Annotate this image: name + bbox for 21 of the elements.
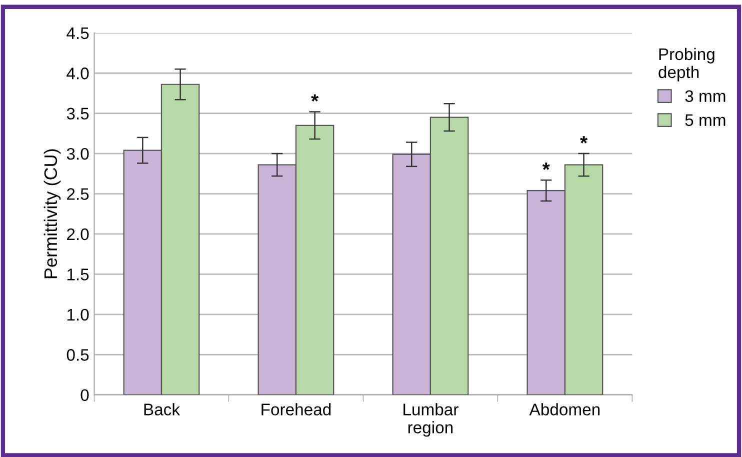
y-tick-label: 2.5 — [67, 188, 89, 200]
x-tick-label: Lumbar region — [404, 403, 458, 437]
y-axis-title: Permittivity (CU) — [44, 149, 61, 278]
y-tick-label: 4.0 — [66, 68, 89, 80]
legend-title: Probing depth — [658, 48, 714, 82]
x-tick-label: Back — [144, 403, 180, 416]
annotation: * — [580, 136, 588, 144]
legend-label: 3 mm — [685, 90, 726, 102]
y-tick-label: 0 — [80, 389, 89, 402]
y-tick-label: 3.0 — [66, 148, 89, 160]
x-tick-label: Abdomen — [529, 403, 600, 416]
y-tick-label: 0.5 — [66, 349, 89, 361]
y-tick-label: 3.5 — [66, 108, 89, 120]
annotation: * — [542, 162, 550, 170]
legend-label: 5 mm — [685, 114, 726, 126]
annotation: * — [311, 94, 319, 102]
y-tick-label: 1.5 — [67, 268, 89, 280]
y-tick-label: 4.5 — [66, 27, 89, 40]
y-tick-label: 1.0 — [67, 308, 89, 321]
x-tick-label: Forehead — [262, 403, 331, 416]
y-tick-label: 2.0 — [67, 228, 89, 240]
